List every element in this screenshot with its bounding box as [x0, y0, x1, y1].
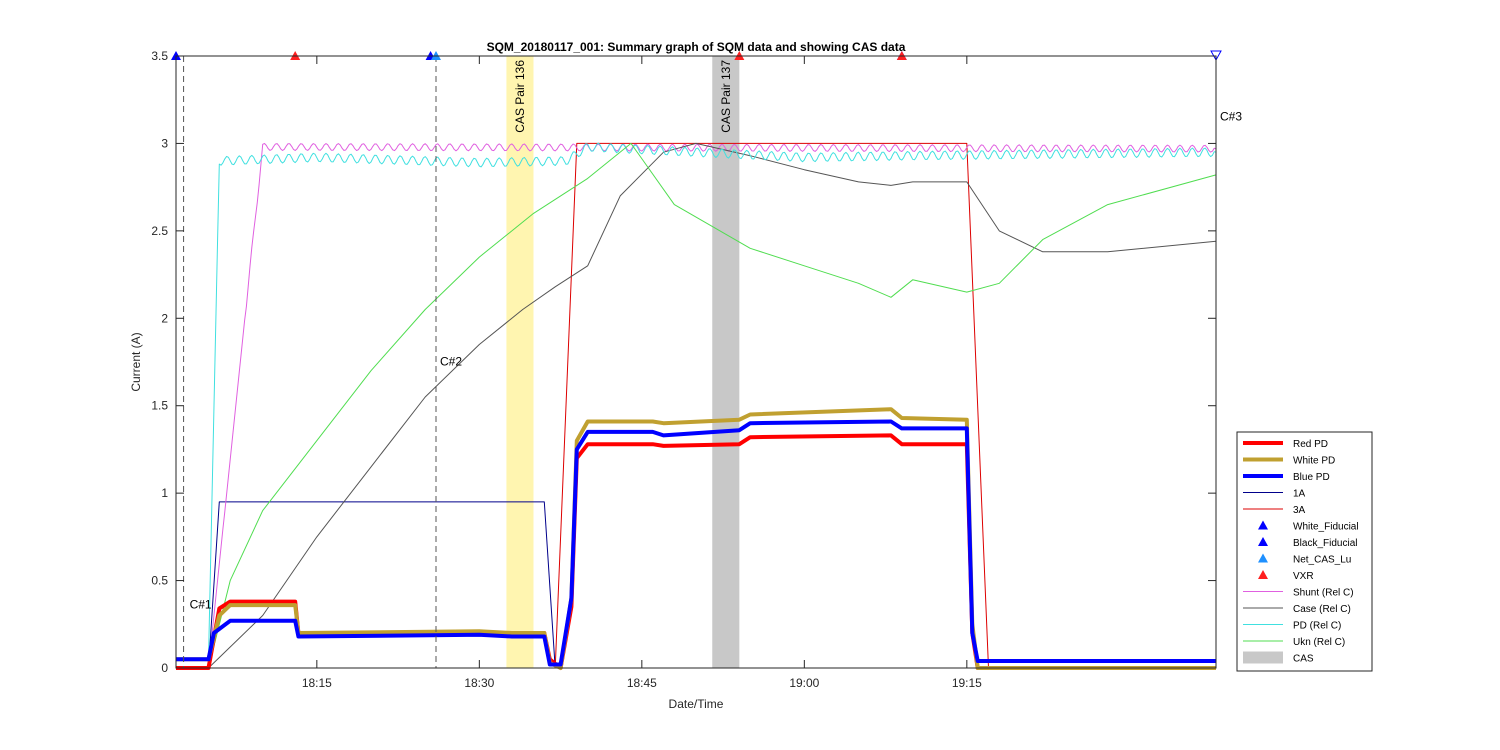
legend: Red PD White PD Blue PD 1A 3A White_Fiducial B…: [1236, 431, 1373, 672]
y-tick-label: 0: [161, 661, 168, 675]
plot-frame: [175, 55, 1217, 669]
legend-label: 3A: [1293, 505, 1306, 516]
legend-swatch: [1258, 520, 1268, 530]
cursor-label-c-1: C#1: [190, 598, 212, 612]
cas-region-label: CAS Pair 136: [513, 60, 527, 133]
series-shunt-rel-c: [176, 143, 1217, 669]
series-case-rel-c: [208, 142, 1217, 669]
legend-label: CAS: [1293, 654, 1314, 665]
legend-label: 1A: [1293, 489, 1306, 500]
x-axis-label: Date/Time: [669, 697, 724, 711]
series-ukn-rel-c: [208, 142, 1217, 669]
y-tick-label: 3.5: [151, 49, 168, 63]
cursor-label-c-3: C#3: [1220, 110, 1242, 124]
legend-label: Ukn (Rel C): [1293, 637, 1345, 648]
y-axis-label: Current (A): [129, 332, 143, 391]
cas-region-cas-pair-136: [506, 56, 534, 668]
y-axis: 0 0.5 1 1.5 2 2.5 3 3.5: [151, 49, 1216, 675]
cursor-label-c-2: C#2: [440, 354, 462, 368]
x-tick-label: 18:30: [464, 676, 494, 690]
x-axis: 18:15 18:30 18:45 19:00 19:15: [302, 56, 982, 690]
series-pd-rel-c: [176, 142, 1217, 660]
legend-label: White_Fiducial: [1293, 522, 1359, 533]
legend-swatch: [1258, 553, 1268, 563]
legend-label: Blue PD: [1293, 472, 1330, 483]
y-tick-label: 2: [161, 311, 168, 325]
legend-label: Net_CAS_Lu: [1293, 555, 1351, 566]
y-tick-label: 1.5: [151, 399, 168, 413]
legend-label: White PD: [1293, 456, 1335, 467]
legend-box: [1236, 431, 1373, 672]
legend-swatch: [1243, 651, 1283, 664]
legend-label: Case (Rel C): [1293, 604, 1351, 615]
legend-label: Shunt (Rel C): [1293, 588, 1354, 599]
y-tick-label: 2.5: [151, 224, 168, 238]
plot-background: [176, 56, 1216, 668]
y-tick-label: 3: [161, 136, 168, 150]
y-tick-label: 1: [161, 486, 168, 500]
legend-label: Black_Fiducial: [1293, 538, 1357, 549]
legend-swatch: [1258, 537, 1268, 546]
x-tick-label: 18:45: [627, 676, 657, 690]
legend-label: PD (Rel C): [1293, 621, 1341, 632]
legend-label: VXR: [1293, 571, 1314, 582]
series-blue-pd: [176, 419, 1216, 667]
y-tick-label: 0.5: [151, 574, 168, 588]
chart-title: SQM_20180117_001: Summary graph of SQM d…: [487, 40, 906, 54]
x-tick-label: 19:00: [789, 676, 819, 690]
legend-label: Red PD: [1293, 439, 1328, 450]
x-tick-label: 19:15: [952, 676, 982, 690]
cas-regions: CAS Pair 136 CAS Pair 137: [506, 56, 740, 668]
cas-region-label: CAS Pair 137: [719, 60, 733, 133]
legend-swatch: [1258, 570, 1268, 579]
cas-region-cas-pair-137: [712, 56, 740, 668]
x-tick-label: 18:15: [302, 676, 332, 690]
